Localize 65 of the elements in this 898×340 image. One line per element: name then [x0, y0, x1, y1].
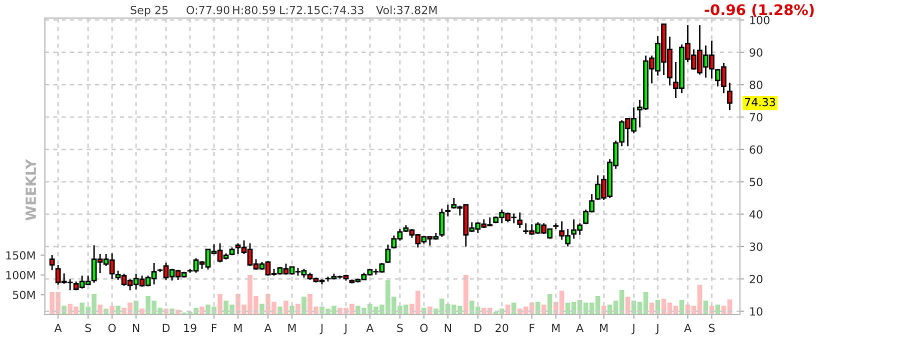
y-tick-label: 70 — [750, 113, 762, 122]
y2-tick-label: 50M — [13, 290, 35, 300]
bar — [463, 274, 468, 314]
x-tick-label: S — [85, 324, 91, 332]
text: H:80.59 — [233, 6, 276, 14]
text: Vol:37.82M — [376, 6, 437, 14]
x-tick-label: D — [162, 324, 170, 332]
candlestick — [49, 254, 55, 271]
x-tick-label: A — [264, 324, 272, 332]
bar — [98, 304, 102, 314]
bar — [715, 304, 720, 314]
x-tick-label: D — [474, 324, 482, 332]
bar — [302, 296, 306, 314]
x-tick-label: M — [600, 324, 608, 332]
bar — [218, 294, 222, 314]
x-tick-label: J — [344, 324, 346, 334]
x-tick-label: J — [320, 324, 323, 334]
y-tick-label: 80 — [750, 80, 762, 90]
candlestick — [439, 208, 445, 238]
bar — [140, 308, 144, 314]
y2-tick-label: 100M — [6, 270, 35, 280]
bar — [116, 306, 120, 314]
text: Sep 25 — [130, 6, 168, 16]
y-tick-label: 20 — [750, 274, 762, 284]
candlestick — [727, 82, 732, 111]
candlestick — [517, 212, 523, 229]
x-tick-label: 19 — [184, 324, 196, 332]
x-tick-label: F — [212, 324, 217, 332]
y-tick-label: 10 — [750, 307, 762, 316]
x-tick-label: S — [397, 324, 403, 332]
annotation: 74.33 — [745, 98, 776, 106]
x-tick-label: N — [444, 324, 451, 332]
y-tick-label: 90 — [750, 48, 762, 57]
candlestick — [445, 204, 451, 218]
x-tick-label: A — [54, 324, 62, 332]
text: WEEKLY — [26, 158, 36, 220]
x-tick-label: M — [552, 324, 560, 332]
y-tick-label: 40 — [750, 210, 762, 219]
x-tick-label: S — [708, 324, 715, 332]
y2-tick-label: 150M — [6, 251, 35, 260]
x-tick-label: M — [234, 324, 242, 332]
x-tick-label: 20 — [496, 324, 508, 332]
text: -0.96 (1.28%) — [704, 4, 814, 17]
x-tick-label: A — [576, 324, 584, 332]
y-tick-label: 50 — [750, 178, 762, 186]
candlestick — [385, 244, 391, 264]
x-tick-label: J — [656, 324, 658, 334]
bar — [511, 302, 516, 314]
text: C:74.33 — [322, 6, 364, 14]
bar — [505, 304, 510, 314]
x-tick-label: F — [530, 324, 534, 332]
bar — [284, 300, 288, 314]
x-tick-label: O — [420, 324, 428, 332]
y-tick-label: 60 — [750, 145, 762, 154]
x-tick-label: J — [632, 324, 634, 334]
bar — [200, 306, 204, 314]
y-tick-label: 100 — [750, 16, 770, 24]
x-tick-label: O — [108, 324, 116, 332]
text: O:77.90 — [186, 6, 230, 14]
x-tick-label: A — [684, 324, 692, 332]
text: L:72.15 — [280, 6, 320, 14]
x-tick-label: M — [288, 324, 296, 332]
x-tick-label: N — [132, 324, 140, 332]
x-tick-label: A — [366, 324, 374, 332]
y-tick-label: 30 — [750, 242, 762, 251]
